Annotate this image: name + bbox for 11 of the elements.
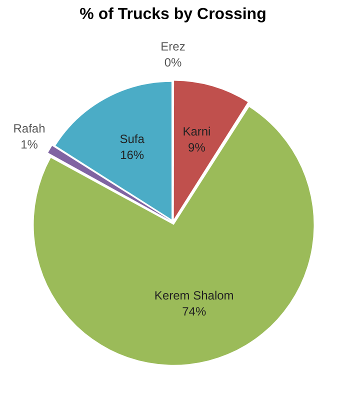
text: 0% bbox=[164, 55, 182, 70]
data-label: 1% bbox=[20, 137, 38, 152]
slice-label: Karni bbox=[182, 124, 211, 139]
slice-label: Rafah bbox=[13, 121, 46, 136]
data-label: 16% bbox=[120, 148, 144, 162]
category-label: Erez bbox=[160, 39, 186, 54]
chart-title: % of Trucks by Crossing bbox=[78, 6, 268, 25]
data-label: 74% bbox=[182, 304, 206, 319]
slice-label: Sufa bbox=[120, 132, 145, 146]
data-label: 9% bbox=[188, 140, 206, 155]
slice-label: Kerem Shalom bbox=[154, 288, 234, 303]
